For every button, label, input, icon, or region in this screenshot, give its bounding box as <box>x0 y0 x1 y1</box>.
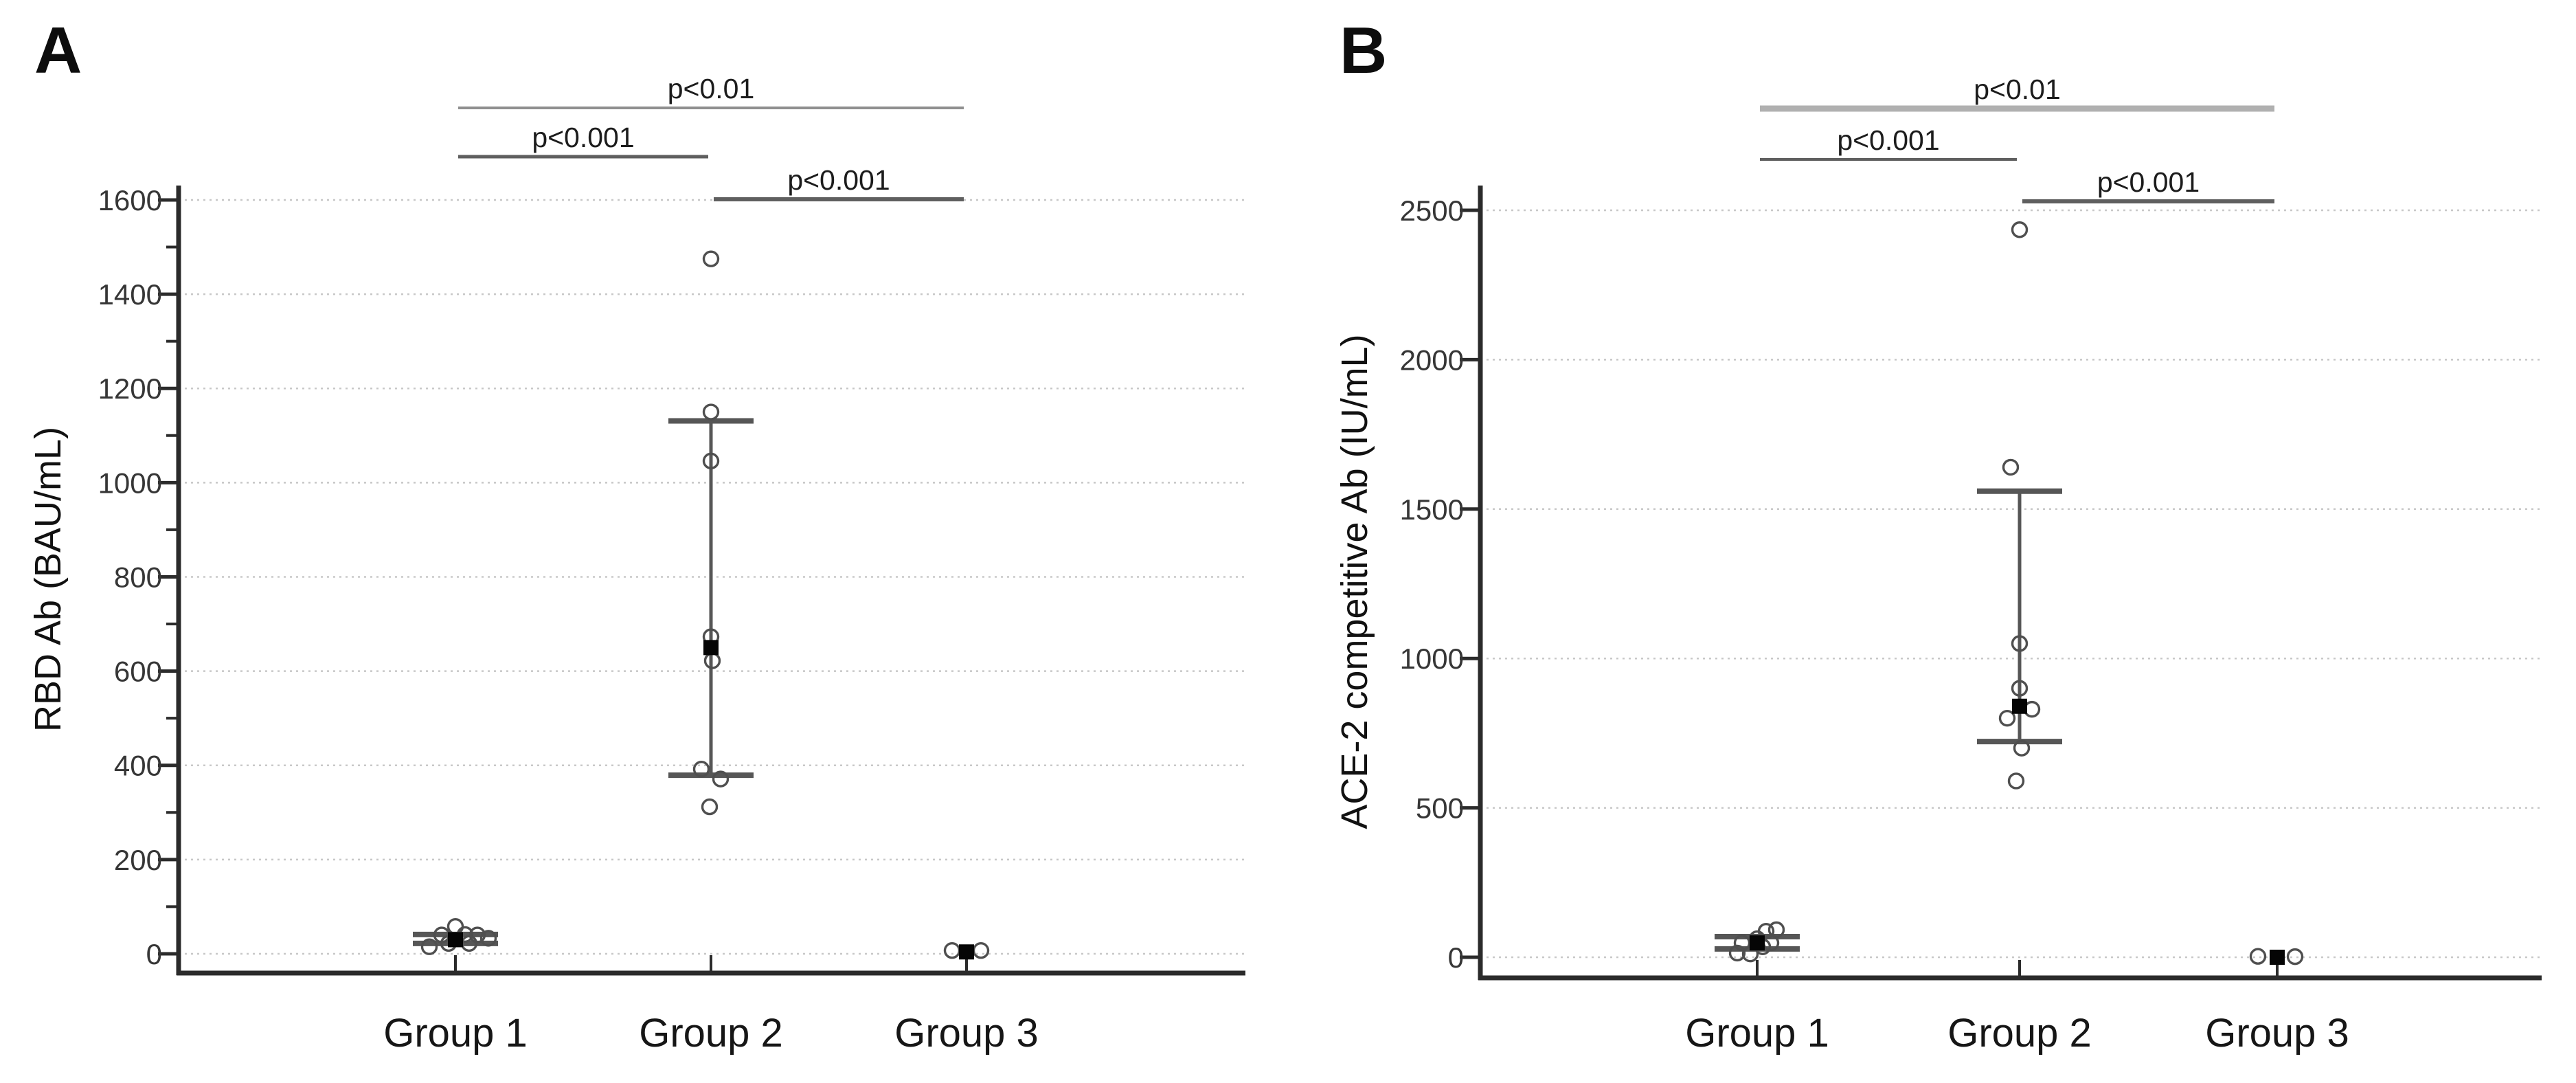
data-point-circle <box>2011 635 2029 652</box>
mean-square <box>1750 935 1765 951</box>
y-tick-label: 1400 <box>98 278 162 311</box>
y-tick-label: 500 <box>1416 792 1464 825</box>
y-axis-title: RBD Ab (BAU/mL) <box>27 427 69 732</box>
data-point-circle <box>702 452 720 470</box>
y-tick-label: 1000 <box>1400 643 1464 675</box>
data-point-circle <box>701 798 719 816</box>
y-tick-label: 2000 <box>1400 344 1464 376</box>
mean-square <box>2012 698 2027 714</box>
mean-square <box>448 932 463 948</box>
y-tick-label: 200 <box>114 844 162 876</box>
y-tick-label: 0 <box>1448 941 1464 974</box>
data-point-circle <box>2011 221 2029 238</box>
data-point-circle <box>712 770 730 788</box>
data-point-circle <box>2249 948 2267 965</box>
data-point-circle <box>943 942 961 959</box>
y-axis-title: ACE-2 competitive Ab (IU/mL) <box>1334 334 1375 829</box>
data-point-circle <box>1733 934 1751 952</box>
data-point-circle <box>702 403 720 421</box>
y-tick-label: 1600 <box>98 184 162 216</box>
group-label: Group 2 <box>1947 1011 2092 1056</box>
group-label: Group 3 <box>894 1011 1039 1056</box>
y-tick-label: 2500 <box>1400 194 1464 227</box>
data-point-circle <box>702 250 720 267</box>
mean-square <box>703 640 719 656</box>
y-tick-label: 400 <box>114 750 162 782</box>
group-label: Group 1 <box>383 1011 528 1056</box>
y-tick-label: 1000 <box>98 467 162 499</box>
y-tick-label: 1500 <box>1400 493 1464 526</box>
data-point-circle <box>1998 709 2016 727</box>
data-point-circle <box>692 761 710 778</box>
data-point-circle <box>2286 948 2304 965</box>
panel-b-label: B <box>1340 14 1388 87</box>
data-point-circle <box>420 938 438 955</box>
significance-label: p<0.01 <box>1974 74 2061 105</box>
group-label: Group 1 <box>1685 1011 1829 1056</box>
significance-label: p<0.001 <box>1837 124 1939 156</box>
data-point-circle <box>1728 944 1746 962</box>
significance-label: p<0.001 <box>787 164 890 196</box>
significance-label: p<0.001 <box>2097 166 2200 198</box>
mean-square <box>2270 950 2285 965</box>
data-point-circle <box>2013 739 2031 757</box>
significance-label: p<0.001 <box>532 122 634 153</box>
y-tick-label: 1200 <box>98 372 162 405</box>
y-tick-label: 600 <box>114 656 162 688</box>
significance-label: p<0.01 <box>668 73 755 104</box>
data-point-circle <box>447 918 464 935</box>
group-label: Group 3 <box>2205 1011 2349 1056</box>
panel-a-label: A <box>34 14 82 87</box>
group-label: Group 2 <box>639 1011 783 1056</box>
y-tick-label: 0 <box>146 938 162 970</box>
data-point-circle <box>479 930 497 947</box>
y-tick-label: 800 <box>114 561 162 593</box>
data-point-circle <box>2007 772 2025 790</box>
data-point-circle <box>2002 458 2020 476</box>
mean-square <box>959 944 974 960</box>
data-point-circle <box>2011 680 2029 697</box>
data-point-circle <box>972 942 990 959</box>
